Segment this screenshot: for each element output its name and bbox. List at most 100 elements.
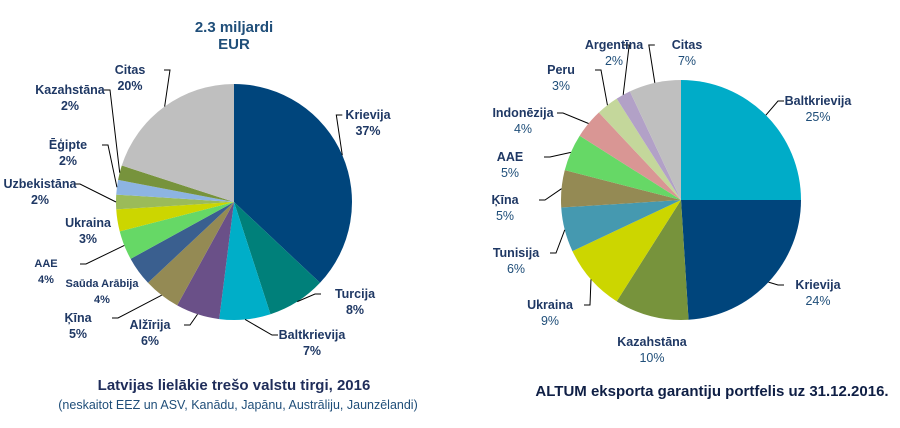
leader-line-left-0: [335, 114, 343, 156]
data-label-right-0: Baltkrievija 25%: [785, 93, 852, 125]
leader-line-right-6: [544, 151, 571, 158]
left-chart-title: 2.3 miljardi EUR: [195, 19, 273, 53]
pie-slice-right-4: [561, 200, 681, 252]
slice-percent: 10%: [639, 351, 665, 365]
data-label-left-0: Krievija 37%: [345, 107, 390, 139]
leader-line-right-7: [557, 112, 589, 124]
pie-slice-left-5: [130, 202, 234, 283]
slice-percent: 5%: [68, 327, 88, 341]
pie-slice-right-10: [629, 80, 681, 200]
pie-slice-left-0: [234, 84, 352, 283]
slice-name: Peru: [547, 63, 575, 77]
slice-name: Uzbekistāna: [3, 177, 77, 191]
data-label-left-2: Baltkrievija 7%: [279, 327, 346, 359]
slice-name: Ēģipte: [48, 138, 88, 152]
slice-percent: 7%: [677, 54, 697, 68]
slice-percent: 24%: [805, 294, 831, 308]
slice-percent: 20%: [117, 79, 143, 93]
data-label-left-7: Ukraina 3%: [65, 215, 111, 247]
pie-slice-left-7: [116, 202, 234, 232]
leader-line-left-3: [184, 313, 198, 326]
data-label-left-5: Saūda Arābija 4%: [66, 276, 139, 308]
slice-percent: 3%: [551, 79, 571, 93]
slice-name: Citas: [114, 63, 146, 77]
leader-line-left-6: [80, 244, 125, 265]
pie-slice-right-7: [579, 112, 681, 200]
data-label-right-1: Krievija 24%: [795, 277, 840, 309]
pie-slice-right-6: [564, 135, 681, 200]
pie-slice-left-8: [116, 194, 234, 210]
data-label-left-8: Uzbekistāna 2%: [4, 176, 77, 208]
slice-percent: 3%: [78, 232, 98, 246]
pie-slice-left-3: [177, 202, 234, 320]
data-label-left-11: Citas 20%: [115, 62, 146, 94]
pie-slice-right-5: [561, 170, 681, 208]
left-title-line-1: 2.3 miljardi: [194, 19, 274, 36]
left-chart-subcaption: (neskaitot EEZ un ASV, Kanādu, Japānu, A…: [58, 398, 418, 412]
right-chart-caption: ALTUM eksporta garantiju portfelis uz 31…: [535, 383, 889, 400]
leader-line-right-4: [550, 229, 566, 254]
slice-percent: 7%: [302, 344, 322, 358]
data-label-right-2: Kazahstāna 10%: [617, 334, 686, 366]
leader-line-left-10: [104, 89, 121, 173]
slice-name: Kazahstāna: [617, 335, 687, 349]
leader-line-left-11: [164, 69, 171, 107]
slice-name: Ķīna: [64, 311, 92, 325]
slice-name: Alžīrija: [129, 318, 171, 332]
slice-name: Ukraina: [527, 298, 573, 312]
pie-slice-right-9: [616, 91, 681, 200]
pie-slice-right-0: [681, 80, 801, 200]
slice-name: Citas: [671, 38, 703, 52]
data-label-left-10: Kazahstāna 2%: [35, 82, 104, 114]
slice-percent: 9%: [540, 314, 560, 328]
data-label-right-4: Tunisija 6%: [493, 245, 539, 277]
pie-slice-left-11: [121, 84, 234, 202]
leader-line-left-8: [74, 183, 117, 203]
leader-line-right-3: [584, 279, 592, 306]
slice-percent: 5%: [500, 166, 520, 180]
leader-line-left-9: [102, 144, 118, 188]
pie-slice-right-3: [572, 200, 681, 302]
slice-name: Tunisija: [492, 246, 540, 260]
slice-percent: 4%: [38, 274, 54, 286]
slice-percent: 4%: [513, 122, 533, 136]
slice-percent: 2%: [60, 99, 80, 113]
slice-name: Ukraina: [65, 216, 111, 230]
pie-slice-right-2: [616, 200, 689, 320]
pie-slice-right-1: [681, 200, 801, 320]
data-label-left-4: Ķīna 5%: [64, 310, 91, 342]
data-label-right-6: AAE 5%: [497, 149, 523, 181]
data-label-right-7: Indonēzija 4%: [492, 105, 553, 137]
leader-line-left-2: [244, 319, 278, 336]
slice-percent: 25%: [805, 110, 831, 124]
slice-percent: 2%: [604, 54, 624, 68]
leader-line-left-4: [112, 294, 162, 319]
data-label-right-5: Ķīna 5%: [491, 192, 518, 224]
data-label-left-1: Turcija 8%: [335, 286, 375, 318]
pie-slice-left-9: [116, 179, 234, 202]
slice-percent: 2%: [30, 193, 50, 207]
slice-name: Krievija: [795, 278, 841, 292]
slice-name: Saūda Arābija: [65, 278, 139, 290]
data-label-right-8: Peru 3%: [547, 62, 575, 94]
pie-slice-left-1: [234, 202, 321, 315]
slice-name: AAE: [496, 150, 524, 164]
data-label-left-6: AAE 4%: [34, 256, 57, 288]
pie-slice-left-2: [219, 202, 271, 321]
slice-percent: 5%: [495, 209, 515, 223]
pie-slice-left-4: [147, 202, 234, 306]
slice-name: Argentīna: [584, 38, 644, 52]
leader-line-right-9: [622, 44, 630, 95]
slice-name: Turcija: [334, 287, 376, 301]
slice-name: Indonēzija: [492, 106, 554, 120]
data-label-right-10: Citas 7%: [672, 37, 703, 69]
leader-line-right-1: [768, 281, 784, 286]
slice-percent: 8%: [345, 303, 365, 317]
pie-slice-left-10: [118, 165, 234, 202]
leader-line-right-0: [765, 100, 784, 116]
leader-line-left-1: [297, 293, 321, 303]
data-label-left-3: Alžīrija 6%: [130, 317, 171, 349]
slice-percent: 6%: [506, 262, 526, 276]
pie-slice-right-8: [598, 98, 681, 200]
